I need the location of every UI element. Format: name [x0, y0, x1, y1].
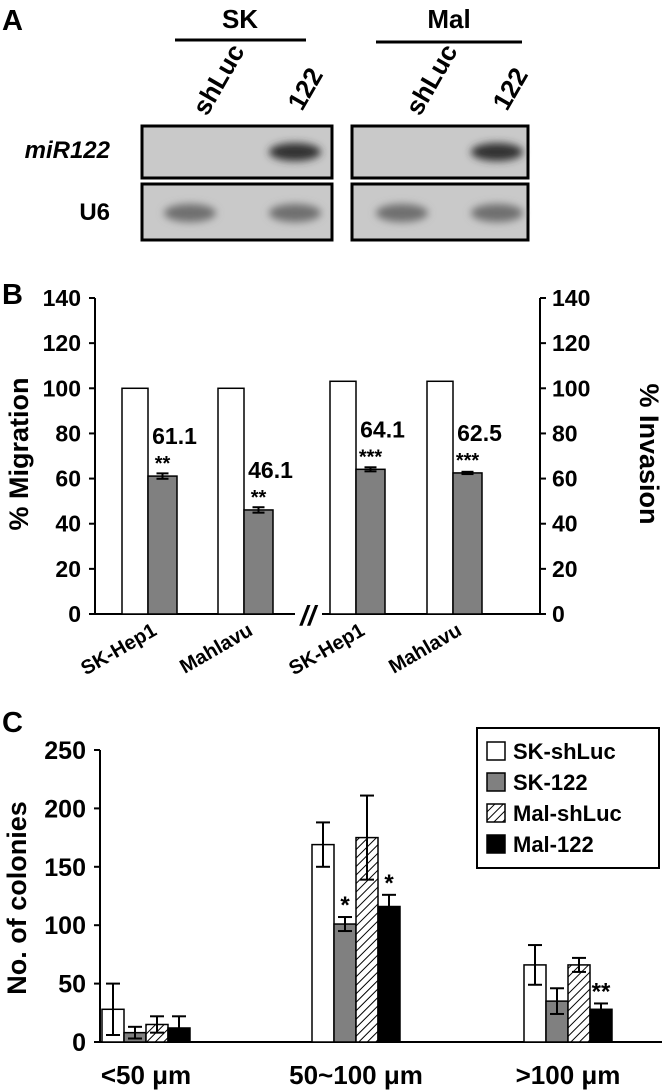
panel-b-data-label: 64.1 — [360, 416, 405, 442]
panel-c-legend-swatch — [486, 741, 506, 761]
panel-b-significance: *** — [456, 450, 480, 472]
panel-b-ytick-label-right: 20 — [552, 556, 578, 582]
panel-b-data-label: 61.1 — [152, 423, 197, 449]
lane-label-mal-122: 122 — [486, 62, 534, 115]
panel-b-letter: B — [2, 279, 23, 311]
panel-b-chart: B % Migration % Invasion 0 0 20 20 40 40 60 60 8… — [2, 279, 664, 680]
panel-b-category-label: SK-Hep1 — [77, 619, 160, 680]
panel-c-legend-swatch — [486, 803, 506, 823]
panel-b-bar-sk-hep1-invasion-122 — [355, 468, 386, 615]
panel-b-significance: ** — [251, 487, 267, 509]
panel-b-ytick-label-left: 40 — [55, 511, 81, 537]
panel-c-category-label: <50 μm — [101, 1060, 191, 1090]
panel-b-ytick-label-left: 60 — [55, 466, 81, 492]
panel-b-bar-mahlavu-invasion-shluc — [426, 380, 454, 615]
panel-c-legend-label: Mal-122 — [513, 832, 594, 857]
panel-b-ytick-label-left: 80 — [55, 420, 81, 446]
panel-b-ylabel-left: % Migration — [4, 378, 34, 531]
axis-break-mark: // — [298, 600, 319, 631]
panel-c-legend-swatch — [486, 834, 506, 854]
panel-c-bar-sk-122 — [333, 923, 357, 1043]
band-u6-lane-0 — [164, 204, 216, 222]
group-label-mal: Mal — [427, 4, 470, 34]
panel-c-significance: * — [384, 870, 394, 897]
band-mir122-lane-3 — [471, 143, 523, 161]
panel-b-bar-sk-hep1-invasion-shluc — [329, 380, 357, 615]
panel-b-bar-mahlavu-invasion-122 — [452, 472, 483, 615]
panel-c-ylabel: No. of colonies — [2, 801, 32, 995]
panel-b-bar-sk-hep1-migration-shluc — [121, 387, 149, 615]
band-u6-lane-1 — [269, 204, 321, 222]
panel-b-category-label: SK-Hep1 — [285, 619, 368, 680]
panel-c-bar-sk-shluc — [311, 843, 335, 1043]
panel-c-letter: C — [2, 707, 23, 739]
panel-c-ytick-label: 250 — [44, 737, 86, 765]
panel-c-significance: ** — [592, 978, 611, 1005]
lane-label-sk-122: 122 — [281, 62, 329, 115]
panel-b-ytick-label-left: 100 — [43, 375, 81, 401]
panel-c-significance: * — [340, 892, 350, 919]
panel-b-ytick-label-right: 120 — [552, 330, 590, 356]
panel-b-ytick-label-left: 140 — [43, 285, 81, 311]
panel-c-legend-box — [476, 727, 660, 869]
panel-c-ytick-label: 150 — [44, 854, 86, 882]
lane-label-sk-shluc: shLuc — [186, 39, 250, 120]
panel-b-significance: ** — [155, 453, 171, 475]
panel-b-ylabel-right: % Invasion — [634, 383, 664, 524]
panel-c-bar-mal-122 — [377, 905, 401, 1043]
panel-c-chart: C No. of colonies 0 50 100 150 200 250 <50 μm 5… — [2, 707, 662, 1090]
panel-c-category-label: 50~100 μm — [289, 1060, 423, 1090]
row-label-mir122: miR122 — [25, 137, 111, 164]
group-label-sk: SK — [222, 4, 258, 34]
panel-c-legend: SK-shLuc SK-122 Mal-shLuc Mal-122 — [476, 727, 660, 869]
panel-c-legend-swatch — [486, 772, 506, 792]
panel-c-ytick-label: 50 — [58, 971, 86, 999]
panel-b-ytick-label-right: 40 — [552, 511, 578, 537]
panel-c-ytick-label: 100 — [44, 912, 86, 940]
panel-b-category-label: Mahlavu — [176, 619, 256, 678]
panel-a-letter: A — [2, 5, 23, 37]
panel-c-bar-mal-shluc — [567, 964, 591, 1043]
panel-c-legend-label: SK-shLuc — [513, 739, 616, 764]
band-u6-lane-2 — [376, 204, 428, 222]
panel-b-ytick-label-left: 120 — [43, 330, 81, 356]
panel-b-data-label: 46.1 — [248, 457, 293, 483]
lane-label-mal-shluc: shLuc — [399, 39, 463, 120]
panel-a-blot: A SK Mal shLuc 122 shLuc 122 miR122 U6 — [2, 4, 534, 242]
panel-b-significance: *** — [359, 446, 383, 468]
band-mir122-lane-1 — [269, 143, 321, 161]
panel-b-ytick-label-left: 0 — [68, 601, 81, 627]
panel-b-ytick-label-right: 60 — [552, 466, 578, 492]
panel-b-bar-sk-hep1-migration-122 — [147, 475, 178, 615]
panel-b-ytick-label-right: 140 — [552, 285, 590, 311]
row-label-u6: U6 — [79, 199, 110, 226]
panel-c-ytick-label: 0 — [72, 1029, 86, 1057]
panel-b-bar-mahlavu-migration-shluc — [217, 387, 245, 615]
panel-b-ytick-label-right: 100 — [552, 375, 590, 401]
panel-c-category-label: >100 μm — [516, 1060, 621, 1090]
panel-c-ytick-label: 200 — [44, 795, 86, 823]
panel-b-data-label: 62.5 — [457, 420, 502, 446]
panel-b-ytick-label-right: 0 — [552, 601, 565, 627]
panel-b-category-label: Mahlavu — [385, 619, 465, 678]
panel-b-ytick-label-left: 20 — [55, 556, 81, 582]
band-u6-lane-3 — [471, 204, 523, 222]
panel-c-legend-label: Mal-shLuc — [513, 801, 622, 826]
panel-b-ytick-label-right: 80 — [552, 420, 578, 446]
panel-c-legend-label: SK-122 — [513, 770, 588, 795]
panel-b-bar-mahlavu-migration-122 — [243, 509, 274, 615]
